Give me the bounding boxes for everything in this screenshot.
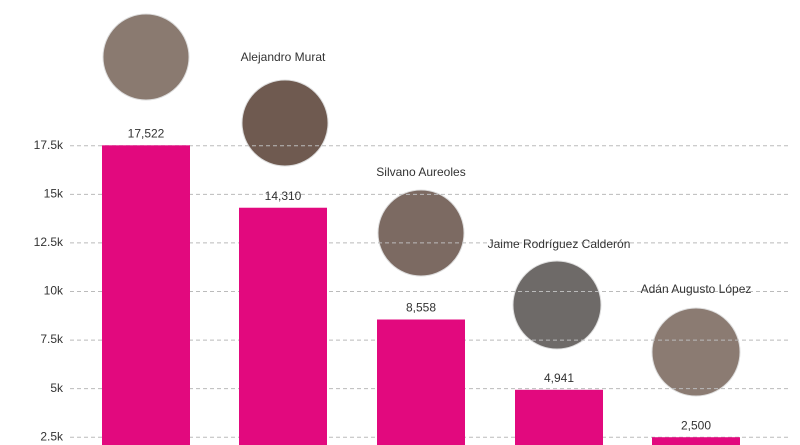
y-tick-label: 7.5k [40,332,64,346]
bar [377,319,465,445]
photo [651,307,741,397]
name-label: Silvano Aureoles [376,165,465,179]
value-label: 2,500 [681,418,711,432]
value-label: 8,558 [406,301,436,315]
y-tick-label: 15k [44,186,64,200]
y-tick-label: 17.5k [34,138,64,152]
name-label: Adán Augusto López [641,282,752,296]
bar [102,145,190,445]
value-label: 4,941 [544,371,574,385]
value-label: 14,310 [265,189,302,203]
photo [241,79,329,167]
y-tick-label: 5k [50,381,64,395]
name-label: Jaime Rodríguez Calderón [488,237,631,251]
bar [515,389,603,445]
value-label: 17,522 [128,126,165,140]
photo [377,189,465,277]
y-tick-label: 2.5k [40,429,64,443]
bar [239,207,327,445]
y-tick-label: 12.5k [34,235,64,249]
y-tick-label: 10k [44,284,64,298]
photo [512,260,602,350]
photo [102,13,190,101]
bar [652,437,740,445]
name-label: Alejandro Murat [241,50,326,64]
name-label: Cuitláhuac García [98,0,194,2]
photos [102,13,741,397]
